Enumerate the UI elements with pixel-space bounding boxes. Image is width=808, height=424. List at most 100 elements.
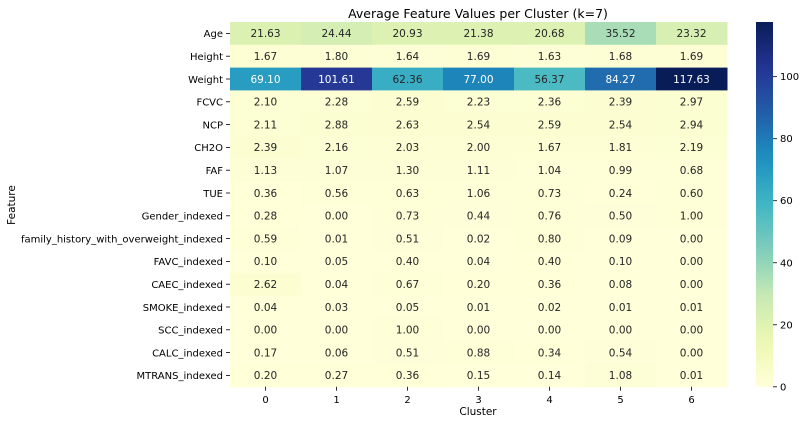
cell-value-label: 101.61 — [318, 74, 355, 86]
cell-value-label: 0.20 — [254, 370, 277, 382]
cell-value-label: 0.00 — [680, 279, 703, 291]
cell-value-label: 0.01 — [467, 302, 490, 314]
heatmap-cell — [514, 272, 586, 297]
heatmap-cell — [301, 44, 373, 69]
cell-value-label: 0.06 — [325, 347, 349, 359]
colorbar-gradient — [756, 22, 773, 387]
cell-value-label: 0.99 — [609, 165, 632, 177]
cell-value-label: 0.40 — [538, 256, 561, 268]
cell-value-label: 0.00 — [467, 325, 490, 337]
y-tick-label: CH2O — [194, 143, 223, 154]
heatmap-cell — [585, 227, 657, 251]
colorbar-tick-label: 80 — [780, 134, 793, 145]
heatmap-cell — [372, 295, 444, 319]
cell-value-label: 0.14 — [538, 370, 562, 382]
heatmap-cell — [443, 272, 515, 297]
cell-value-label: 2.10 — [254, 97, 277, 109]
x-tick-label: 5 — [617, 395, 623, 406]
heatmap-cell — [230, 136, 302, 160]
heatmap-cell — [230, 318, 302, 342]
cell-value-label: 0.56 — [325, 188, 349, 200]
heatmap-cell — [230, 341, 302, 365]
heatmap-cell — [301, 158, 373, 183]
cell-value-label: 77.00 — [463, 74, 493, 86]
colorbar-tick-label: 100 — [780, 72, 799, 83]
heatmap-cell — [372, 318, 444, 342]
heatmap-cell — [514, 181, 586, 205]
heatmap-cell — [372, 181, 444, 205]
heatmap-cell — [301, 364, 373, 388]
heatmap-cell — [301, 250, 373, 274]
cell-value-label: 1.69 — [680, 51, 703, 63]
cell-value-label: 0.01 — [680, 370, 703, 382]
heatmap-cell — [372, 90, 444, 114]
heatmap-cell — [585, 272, 657, 297]
heatmap-cell — [514, 341, 586, 365]
y-tick-labels: Age Height Weight FCVC NCP CH2O FAF TUE Gender_i… — [21, 29, 230, 382]
cell-value-label: 2.94 — [680, 119, 704, 131]
heatmap-cell — [514, 295, 586, 319]
cell-value-label: 2.11 — [254, 119, 277, 131]
y-tick-label: Gender_indexed — [142, 212, 223, 223]
heatmap-cell — [585, 250, 657, 274]
heatmap-cell — [443, 204, 515, 228]
cell-value-label: 1.67 — [538, 142, 561, 154]
heatmap-cell — [656, 341, 728, 365]
cell-value-label: 23.32 — [676, 28, 706, 40]
heatmap-cell — [656, 181, 728, 205]
cell-value-label: 20.93 — [392, 28, 422, 40]
y-tick-label: FCVC — [196, 98, 223, 109]
cell-value-label: 0.50 — [609, 211, 632, 223]
heatmap-cell — [443, 44, 515, 69]
cell-value-label: 0.00 — [680, 256, 703, 268]
cell-value-label: 0.20 — [467, 279, 490, 291]
cell-value-label: 1.80 — [325, 51, 348, 63]
cell-value-label: 21.63 — [250, 28, 280, 40]
colorbar-tick-label: 60 — [780, 196, 793, 207]
cell-value-label: 84.27 — [605, 74, 635, 86]
cell-value-label: 0.36 — [254, 188, 278, 200]
x-tick-label: 6 — [688, 395, 694, 406]
heatmap-cell — [656, 204, 728, 228]
cell-value-label: 1.30 — [396, 165, 419, 177]
cell-value-label: 1.11 — [467, 165, 490, 177]
heatmap-cell — [372, 227, 444, 251]
heatmap-cells: 21.63 24.44 20.93 21.38 20.68 35.52 23.32 1.67 1… — [230, 22, 728, 388]
heatmap-cell — [230, 44, 302, 69]
cell-value-label: 2.59 — [538, 119, 561, 131]
heatmap-cell — [585, 181, 657, 205]
y-tick-label: TUE — [202, 189, 223, 200]
heatmap-cell — [443, 181, 515, 205]
heatmap-cell — [372, 113, 444, 137]
cell-value-label: 0.01 — [609, 302, 632, 314]
cell-value-label: 2.63 — [396, 119, 419, 131]
heatmap-cell — [230, 67, 302, 91]
y-tick-label: FAF — [206, 166, 224, 177]
heatmap-cell — [230, 90, 302, 114]
cell-value-label: 0.04 — [325, 279, 349, 291]
heatmap-cell — [230, 272, 302, 297]
heatmap-cell — [656, 272, 728, 297]
heatmap-cell — [585, 44, 657, 69]
cell-value-label: 2.97 — [680, 97, 703, 109]
heatmap-cell — [230, 113, 302, 137]
cell-value-label: 0.00 — [680, 233, 703, 245]
x-tick-labels: 0 1 2 3 4 5 6 — [262, 386, 695, 406]
cell-value-label: 35.52 — [605, 28, 635, 40]
cell-value-label: 0.04 — [254, 302, 278, 314]
y-tick-label: Weight — [188, 75, 223, 86]
cell-value-label: 0.00 — [680, 347, 703, 359]
cell-value-label: 2.54 — [467, 119, 491, 131]
heatmap-cell — [443, 227, 515, 251]
cell-value-label: 1.64 — [396, 51, 420, 63]
heatmap-cell — [301, 295, 373, 319]
cell-value-label: 1.08 — [609, 370, 632, 382]
heatmap-cell — [656, 44, 728, 69]
cell-value-label: 0.00 — [680, 325, 703, 337]
cell-value-label: 0.02 — [467, 233, 490, 245]
heatmap-cell — [585, 341, 657, 365]
heatmap-cell — [585, 364, 657, 388]
heatmap-cell — [301, 136, 373, 160]
heatmap-cell — [230, 158, 302, 183]
heatmap-cell — [514, 136, 586, 160]
